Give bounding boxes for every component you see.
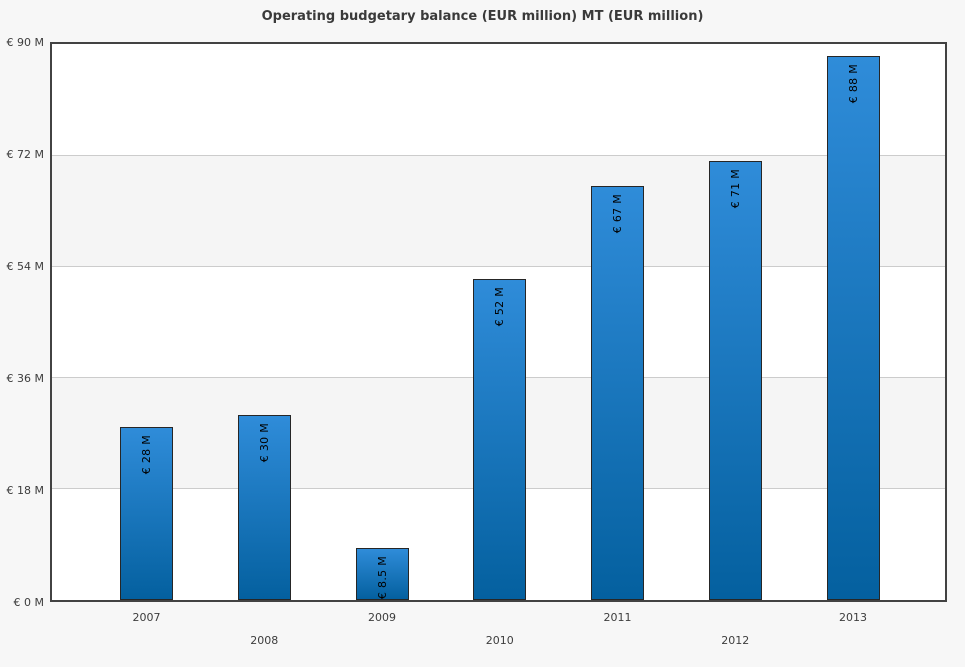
grid-line [52, 265, 945, 267]
x-axis-tick-label: 2008 [250, 634, 279, 647]
bar-2011[interactable]: € 67 M [591, 186, 644, 600]
y-axis-tick-label: € 18 M [6, 483, 44, 497]
bar-value-label: € 71 M [728, 169, 742, 209]
x-axis-tick-label: 2010 [485, 634, 514, 647]
chart-title: Operating budgetary balance (EUR million… [261, 9, 704, 24]
y-axis-tick-label: € 0 M [13, 595, 44, 609]
bar-value-label: € 30 M [257, 422, 271, 462]
bar-2012[interactable]: € 71 M [708, 161, 762, 600]
bar-value-label: € 52 M [493, 286, 507, 327]
bar-2008[interactable]: € 30 M [237, 414, 291, 600]
x-axis-tick-label: 2009 [368, 611, 396, 624]
bar-2010[interactable]: € 52 M [473, 278, 527, 600]
x-axis-tick-label: 2007 [132, 611, 161, 624]
bar-value-label: € 28 M [140, 435, 153, 475]
x-axis-tick-label: 2011 [603, 611, 632, 624]
bar-2013[interactable]: € 88 M [826, 56, 880, 600]
bar-value-label: € 88 M [846, 64, 860, 104]
plot-area: € 28 M € 30 M € 8.5 M € 52 M € 67 M € 71 M € 8… [50, 42, 947, 602]
grid-band [52, 155, 945, 267]
y-axis-tick-label: € 36 M [6, 371, 44, 385]
x-axis-tick-label: 2013 [839, 611, 867, 624]
y-axis-tick-label: € 90 M [6, 35, 44, 49]
grid-line [52, 154, 945, 156]
y-axis-tick-label: € 72 M [6, 147, 44, 161]
bar-value-label: € 67 M [611, 194, 624, 234]
x-axis: 2007 2008 2009 2010 2011 2012 2013 [50, 604, 947, 664]
y-axis: € 0 M € 18 M € 36 M € 54 M € 72 M € 90 M [0, 36, 44, 609]
x-axis-tick-label: 2012 [721, 634, 750, 647]
bar-value-label: € 8.5 M [375, 555, 389, 599]
bar-2009[interactable]: € 8.5 M [355, 547, 409, 600]
bar-2007[interactable]: € 28 M [120, 427, 173, 600]
grid-band [52, 44, 945, 155]
y-axis-tick-label: € 54 M [6, 259, 44, 273]
